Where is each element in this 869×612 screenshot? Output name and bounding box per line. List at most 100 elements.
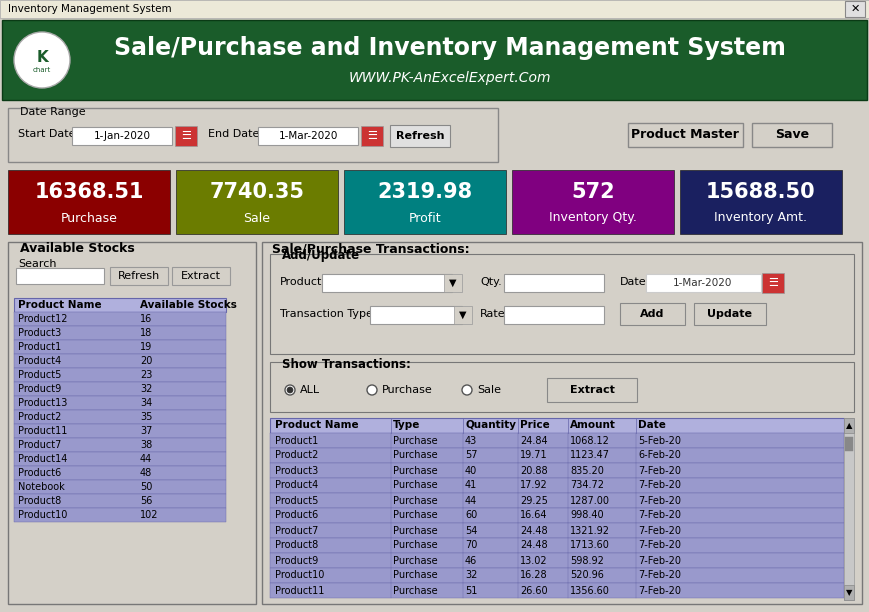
- Bar: [270, 362, 854, 412]
- Text: 18: 18: [140, 328, 152, 338]
- Bar: [680, 170, 842, 234]
- Text: Purchase: Purchase: [393, 570, 438, 581]
- Bar: [512, 170, 674, 234]
- Text: Product1: Product1: [18, 342, 61, 352]
- Text: Product10: Product10: [275, 570, 324, 581]
- Bar: [270, 523, 844, 538]
- Text: Product7: Product7: [18, 440, 62, 450]
- Text: 60: 60: [465, 510, 477, 520]
- Text: Sale: Sale: [243, 212, 270, 225]
- Bar: [270, 463, 844, 478]
- Bar: [844, 585, 854, 600]
- Text: Product11: Product11: [275, 586, 324, 595]
- Bar: [845, 437, 853, 451]
- Bar: [14, 494, 226, 508]
- Text: 24.84: 24.84: [520, 436, 547, 446]
- Bar: [844, 418, 854, 600]
- Text: 598.92: 598.92: [570, 556, 604, 565]
- Text: Add: Add: [640, 309, 664, 319]
- Bar: [628, 123, 743, 147]
- Bar: [14, 340, 226, 354]
- Text: Purchase: Purchase: [61, 212, 117, 225]
- Text: 835.20: 835.20: [570, 466, 604, 476]
- Text: Product12: Product12: [18, 314, 68, 324]
- Text: Product6: Product6: [18, 468, 61, 478]
- Text: 32: 32: [465, 570, 477, 581]
- Text: Available Stocks: Available Stocks: [140, 300, 237, 310]
- Text: Product5: Product5: [275, 496, 318, 506]
- Text: Product5: Product5: [18, 370, 62, 380]
- Bar: [72, 127, 172, 145]
- Text: 6-Feb-20: 6-Feb-20: [638, 450, 681, 460]
- Text: 24.48: 24.48: [520, 540, 547, 551]
- Text: 1-Mar-2020: 1-Mar-2020: [278, 131, 338, 141]
- Text: 44: 44: [140, 454, 152, 464]
- Text: Date: Date: [638, 420, 666, 430]
- Text: Product8: Product8: [18, 496, 61, 506]
- Text: Product4: Product4: [18, 356, 61, 366]
- Bar: [14, 382, 226, 396]
- Text: Show Transactions:: Show Transactions:: [282, 357, 411, 370]
- Text: ▲: ▲: [846, 421, 852, 430]
- Text: 7-Feb-20: 7-Feb-20: [638, 586, 681, 595]
- Text: Add/Update: Add/Update: [282, 250, 360, 263]
- Text: 51: 51: [465, 586, 477, 595]
- Text: 7-Feb-20: 7-Feb-20: [638, 480, 681, 490]
- Text: Quantity: Quantity: [465, 420, 516, 430]
- Text: 2319.98: 2319.98: [377, 182, 473, 202]
- Text: 572: 572: [571, 182, 614, 202]
- Text: 7-Feb-20: 7-Feb-20: [638, 510, 681, 520]
- Text: 50: 50: [140, 482, 152, 492]
- Text: Amount: Amount: [570, 420, 616, 430]
- Text: 7-Feb-20: 7-Feb-20: [638, 526, 681, 536]
- Text: 26.60: 26.60: [520, 586, 547, 595]
- Text: Product6: Product6: [275, 510, 318, 520]
- Text: 29.25: 29.25: [520, 496, 547, 506]
- Text: Product Name: Product Name: [18, 300, 102, 310]
- Text: Purchase: Purchase: [393, 466, 438, 476]
- Bar: [322, 274, 452, 292]
- Text: 7-Feb-20: 7-Feb-20: [638, 556, 681, 565]
- Bar: [694, 303, 766, 325]
- Text: 54: 54: [465, 526, 477, 536]
- Text: Product14: Product14: [18, 454, 68, 464]
- Circle shape: [462, 385, 472, 395]
- Text: Product7: Product7: [275, 526, 318, 536]
- Text: Date Range: Date Range: [20, 107, 86, 117]
- Text: Extract: Extract: [181, 271, 221, 281]
- Text: 35: 35: [140, 412, 152, 422]
- Bar: [370, 306, 462, 324]
- Text: 20: 20: [140, 356, 152, 366]
- Text: Product9: Product9: [18, 384, 61, 394]
- Bar: [620, 303, 685, 325]
- Bar: [646, 274, 761, 292]
- Bar: [14, 396, 226, 410]
- Text: Product10: Product10: [18, 510, 68, 520]
- Text: 32: 32: [140, 384, 152, 394]
- Text: Search: Search: [18, 259, 56, 269]
- Text: Purchase: Purchase: [393, 586, 438, 595]
- Text: 1356.60: 1356.60: [570, 586, 610, 595]
- Text: 40: 40: [465, 466, 477, 476]
- Bar: [844, 418, 854, 433]
- Text: Inventory Qty.: Inventory Qty.: [549, 212, 637, 225]
- Text: Product13: Product13: [18, 398, 68, 408]
- Text: Product2: Product2: [18, 412, 62, 422]
- Text: Product1: Product1: [275, 436, 318, 446]
- Bar: [270, 254, 854, 354]
- Text: Inventory Management System: Inventory Management System: [8, 4, 171, 14]
- Text: 7-Feb-20: 7-Feb-20: [638, 540, 681, 551]
- Bar: [270, 568, 844, 583]
- Text: 44: 44: [465, 496, 477, 506]
- Bar: [14, 452, 226, 466]
- Bar: [175, 126, 197, 146]
- Bar: [14, 424, 226, 438]
- Bar: [270, 418, 844, 433]
- Bar: [845, 1, 865, 17]
- Text: 19: 19: [140, 342, 152, 352]
- Text: 7740.35: 7740.35: [209, 182, 304, 202]
- Text: Purchase: Purchase: [382, 385, 433, 395]
- Bar: [16, 268, 104, 284]
- Text: Refresh: Refresh: [395, 131, 444, 141]
- Text: Date: Date: [620, 277, 647, 287]
